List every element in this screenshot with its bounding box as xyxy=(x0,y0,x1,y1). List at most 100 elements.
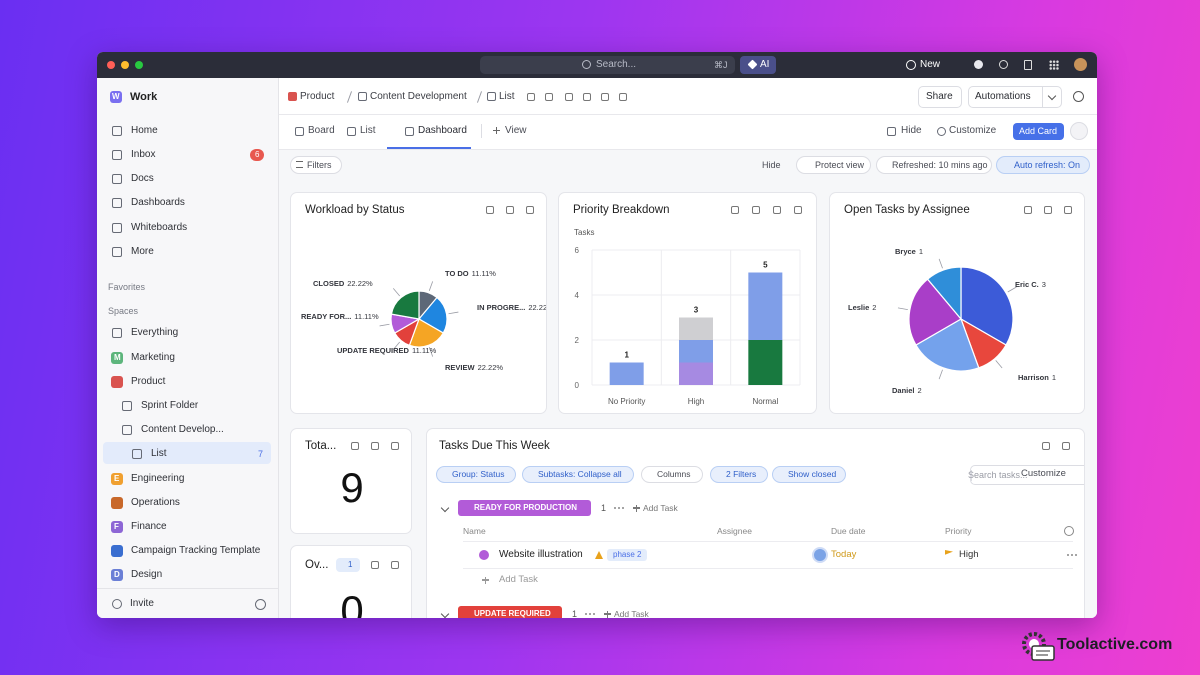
doc-icon[interactable] xyxy=(1024,60,1032,70)
toolbar-pill[interactable] xyxy=(772,466,846,483)
close-dot[interactable] xyxy=(107,61,115,69)
assignee-avatar[interactable] xyxy=(812,547,828,563)
task-name[interactable]: Website illustration xyxy=(499,549,583,560)
breadcrumb-item[interactable]: Content Development xyxy=(370,91,467,102)
space-item[interactable]: Campaign Tracking Template xyxy=(131,545,261,556)
auto-refresh-pill[interactable] xyxy=(996,156,1090,174)
space-item[interactable]: Finance xyxy=(131,521,167,532)
card-icon[interactable] xyxy=(506,206,514,214)
new-button[interactable]: New xyxy=(920,59,941,70)
auto-refresh[interactable]: Auto refresh: On xyxy=(1014,160,1081,170)
filters-pill[interactable] xyxy=(290,156,342,174)
add-card-button[interactable]: Add Card xyxy=(1019,126,1058,136)
hide-button[interactable]: Hide xyxy=(901,125,922,136)
customize-button[interactable]: Customize xyxy=(949,125,997,136)
toolbar-item[interactable]: 2 Filters xyxy=(726,469,757,479)
search-placeholder[interactable]: Search... xyxy=(596,59,637,70)
priority-widget: Priority Breakdown Tasks 0 2 4 6 1 No Priority 3… xyxy=(558,192,817,414)
space-item[interactable]: Content Develop... xyxy=(141,424,224,435)
nav-item[interactable]: Inbox xyxy=(131,149,156,160)
toolbar-item[interactable]: Subtasks: Collapse all xyxy=(538,469,622,479)
card-icon[interactable] xyxy=(526,206,534,214)
timer-icon[interactable] xyxy=(999,60,1008,69)
overdue-filter-count: 1 xyxy=(348,560,353,569)
ai-button[interactable] xyxy=(740,56,776,74)
add-view[interactable]: View xyxy=(505,125,527,136)
bar-segment xyxy=(679,340,713,363)
card-icon[interactable] xyxy=(486,206,494,214)
invite-button[interactable]: Invite xyxy=(130,598,154,609)
toolbar-item[interactable]: Show closed xyxy=(788,469,837,479)
search-box[interactable] xyxy=(480,56,735,74)
protect-view[interactable]: Protect view xyxy=(815,160,865,170)
search-tasks-box[interactable] xyxy=(970,465,1084,485)
space-item[interactable]: Marketing xyxy=(131,352,175,363)
favorites-heading[interactable]: Favorites xyxy=(108,282,146,292)
filters-button[interactable]: Filters xyxy=(307,160,332,170)
task-status-icon[interactable] xyxy=(479,550,489,560)
card-icon[interactable] xyxy=(773,206,781,214)
nav-item[interactable]: Whiteboards xyxy=(131,222,188,233)
card-icon[interactable] xyxy=(1064,206,1072,214)
card-icon[interactable] xyxy=(391,442,399,450)
view-tab[interactable]: Dashboard xyxy=(418,125,467,136)
status-pill xyxy=(458,606,562,618)
collapse-button[interactable] xyxy=(1070,122,1088,140)
hide-dashboard[interactable]: Hide xyxy=(762,160,781,170)
toolbar-pill[interactable] xyxy=(436,466,516,483)
card-icon[interactable] xyxy=(351,442,359,450)
card-icon[interactable] xyxy=(1062,442,1070,450)
space-item[interactable]: List xyxy=(151,448,167,459)
space-item[interactable]: Sprint Folder xyxy=(141,400,199,411)
breadcrumb-item[interactable]: Product xyxy=(300,91,335,102)
zoom-dot[interactable] xyxy=(135,61,143,69)
nav-item[interactable]: Docs xyxy=(131,173,154,184)
space-item[interactable]: Design xyxy=(131,569,163,580)
protect-pill[interactable] xyxy=(796,156,871,174)
breadcrumb-item[interactable]: List xyxy=(499,91,515,102)
toolbar-item[interactable]: Group: Status xyxy=(452,469,505,479)
toolbar-pill[interactable] xyxy=(710,466,768,483)
nav-item[interactable]: More xyxy=(131,246,154,257)
card-icon[interactable] xyxy=(731,206,739,214)
add-card-box[interactable] xyxy=(1013,123,1064,140)
minimize-dot[interactable] xyxy=(121,61,129,69)
card-icon[interactable] xyxy=(1044,206,1052,214)
workspace-name[interactable]: Work xyxy=(130,91,158,103)
view-tab[interactable]: List xyxy=(360,125,376,136)
nav-item[interactable]: Dashboards xyxy=(131,197,185,208)
card-icon[interactable] xyxy=(1042,442,1050,450)
toolbar-pill[interactable] xyxy=(641,466,703,483)
view-tab[interactable]: Board xyxy=(308,125,335,136)
automations-button-box[interactable] xyxy=(968,86,1062,108)
toolbar-icon xyxy=(601,93,609,101)
toolbar-item[interactable]: Columns xyxy=(657,469,691,479)
customize-tasks[interactable]: Customize xyxy=(1021,468,1066,479)
apps-icon[interactable] xyxy=(1049,60,1059,70)
card-icon[interactable] xyxy=(391,561,399,569)
y-tick-label: 0 xyxy=(575,381,580,390)
card-icon[interactable] xyxy=(371,561,379,569)
card-icon[interactable] xyxy=(1024,206,1032,214)
check-icon[interactable] xyxy=(974,60,983,69)
space-item[interactable]: Product xyxy=(131,376,166,387)
add-task-inline[interactable]: Add Task xyxy=(614,609,649,618)
share-button[interactable]: Share xyxy=(926,91,953,102)
space-item[interactable]: Operations xyxy=(131,497,180,508)
space-item[interactable]: Everything xyxy=(131,327,179,338)
automations-button[interactable]: Automations xyxy=(975,91,1031,102)
widget-title: Tasks Due This Week xyxy=(439,440,550,452)
refreshed-pill[interactable] xyxy=(876,156,992,174)
card-icon[interactable] xyxy=(752,206,760,214)
card-icon[interactable] xyxy=(794,206,802,214)
toolbar-pill[interactable] xyxy=(522,466,634,483)
space-initial: M xyxy=(114,353,121,362)
share-button-box[interactable] xyxy=(918,86,962,108)
card-icon[interactable] xyxy=(371,442,379,450)
add-task-inline[interactable]: Add Task xyxy=(643,503,678,513)
avatar[interactable] xyxy=(1074,58,1087,71)
add-task[interactable]: Add Task xyxy=(499,574,538,585)
nav-item[interactable]: Home xyxy=(131,125,158,136)
space-item[interactable]: Engineering xyxy=(131,473,185,484)
